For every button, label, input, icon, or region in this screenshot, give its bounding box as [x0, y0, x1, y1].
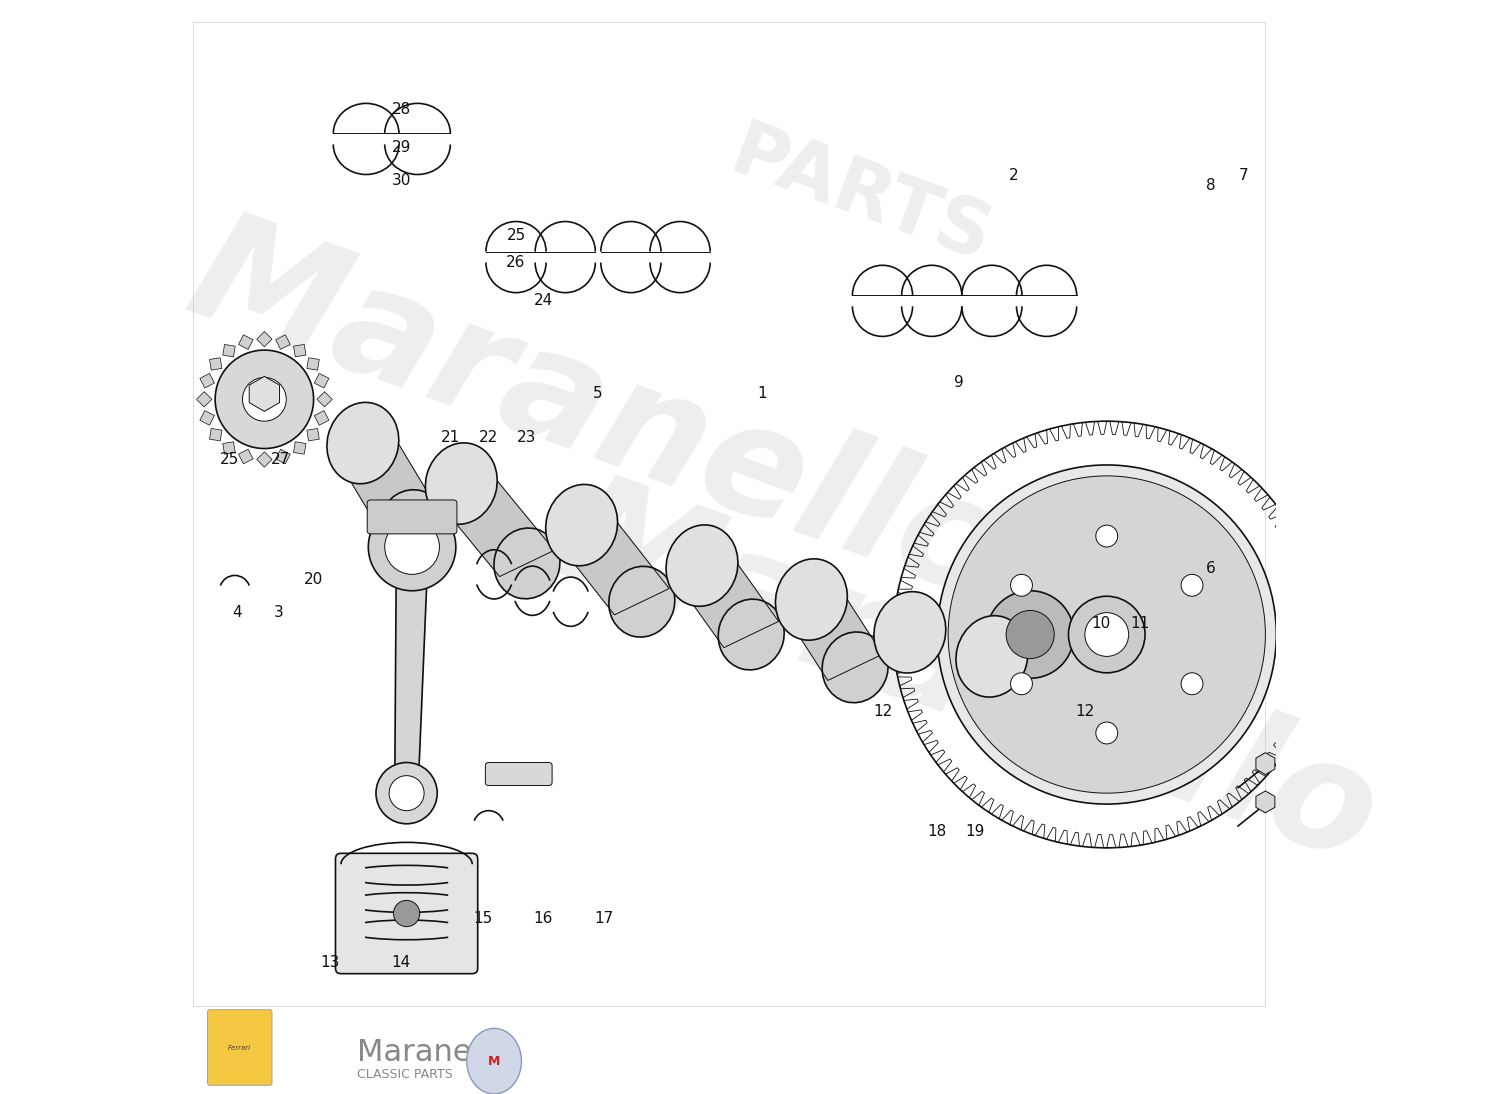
Ellipse shape: [467, 1028, 521, 1094]
Circle shape: [948, 476, 1266, 793]
Text: Maranello: Maranello: [170, 199, 1026, 632]
Text: CLASSIC PARTS: CLASSIC PARTS: [357, 1068, 452, 1081]
Text: Ferrari: Ferrari: [227, 1045, 251, 1051]
Text: 13: 13: [321, 955, 340, 970]
Text: 8: 8: [1206, 178, 1215, 194]
Text: 2: 2: [1009, 167, 1018, 183]
Circle shape: [369, 503, 455, 591]
Ellipse shape: [494, 528, 560, 598]
Ellipse shape: [718, 600, 784, 670]
Ellipse shape: [775, 559, 848, 640]
Text: Maranello: Maranello: [357, 1038, 508, 1067]
Circle shape: [394, 900, 420, 927]
Circle shape: [1069, 596, 1145, 673]
Text: 3: 3: [273, 605, 284, 620]
Text: 9: 9: [954, 375, 964, 391]
Text: 10: 10: [1091, 616, 1111, 631]
Text: 17: 17: [594, 911, 614, 927]
Text: 28: 28: [391, 102, 411, 117]
Circle shape: [938, 465, 1277, 804]
Ellipse shape: [379, 490, 445, 560]
Polygon shape: [784, 586, 882, 680]
Polygon shape: [434, 470, 554, 577]
Text: 7: 7: [1239, 167, 1248, 183]
Text: 18: 18: [927, 824, 947, 839]
Text: 6: 6: [1206, 561, 1215, 577]
Text: 23: 23: [517, 430, 536, 445]
Ellipse shape: [823, 632, 888, 702]
Text: 14: 14: [391, 955, 411, 970]
Circle shape: [385, 520, 439, 574]
Circle shape: [242, 377, 287, 421]
Text: 5: 5: [593, 386, 603, 401]
Circle shape: [1085, 613, 1129, 656]
Text: 26: 26: [506, 255, 526, 270]
Circle shape: [215, 350, 314, 449]
FancyBboxPatch shape: [485, 763, 552, 785]
Text: 22: 22: [479, 430, 499, 445]
Text: 16: 16: [533, 911, 552, 927]
Ellipse shape: [327, 403, 399, 484]
FancyBboxPatch shape: [336, 853, 478, 974]
Circle shape: [1181, 673, 1203, 695]
Polygon shape: [554, 512, 669, 615]
Circle shape: [1011, 574, 1033, 596]
Text: PARTS: PARTS: [721, 116, 1000, 278]
Text: 30: 30: [391, 173, 411, 188]
Text: 15: 15: [473, 911, 493, 927]
Text: 20: 20: [305, 572, 324, 587]
Text: 12: 12: [1075, 703, 1094, 719]
Ellipse shape: [546, 485, 618, 566]
Text: 25: 25: [506, 228, 526, 243]
FancyBboxPatch shape: [208, 1010, 272, 1085]
Text: M: M: [488, 1055, 500, 1068]
Circle shape: [1011, 673, 1033, 695]
Ellipse shape: [666, 525, 738, 606]
Ellipse shape: [609, 567, 675, 637]
Text: 21: 21: [440, 430, 460, 445]
Circle shape: [1096, 525, 1118, 547]
Ellipse shape: [873, 592, 945, 673]
Text: 19: 19: [966, 824, 985, 839]
Text: 12: 12: [873, 703, 893, 719]
Polygon shape: [387, 558, 431, 782]
FancyBboxPatch shape: [367, 500, 457, 534]
Text: 11: 11: [1130, 616, 1150, 631]
Ellipse shape: [956, 616, 1027, 697]
Text: 4: 4: [233, 605, 242, 620]
Circle shape: [390, 776, 424, 811]
Circle shape: [987, 591, 1073, 678]
Polygon shape: [336, 430, 439, 538]
Text: 25: 25: [219, 452, 239, 467]
Text: 24: 24: [533, 293, 552, 309]
Circle shape: [1096, 722, 1118, 744]
Polygon shape: [675, 552, 778, 648]
Circle shape: [376, 763, 437, 824]
Text: 27: 27: [272, 452, 291, 467]
Ellipse shape: [426, 443, 497, 524]
Text: 29: 29: [391, 140, 411, 155]
Circle shape: [1006, 610, 1054, 659]
Text: 1: 1: [757, 386, 767, 401]
Text: Maranello: Maranello: [542, 462, 1397, 895]
Circle shape: [1181, 574, 1203, 596]
